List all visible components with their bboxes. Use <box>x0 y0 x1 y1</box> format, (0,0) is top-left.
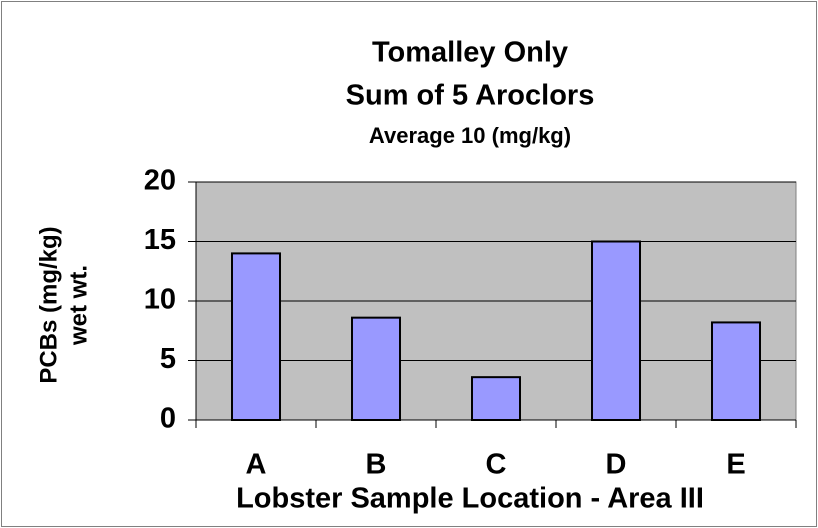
y-tick-label: 10 <box>144 284 176 316</box>
bar <box>711 321 761 422</box>
x-tick-label: B <box>366 449 387 481</box>
bar <box>351 316 401 421</box>
bar <box>471 376 521 422</box>
y-axis-label: wet wt. <box>65 265 92 346</box>
y-tick-label: 20 <box>144 165 176 197</box>
y-tick-label: 0 <box>160 403 176 435</box>
chart-title: Tomalley Only <box>372 37 568 69</box>
x-tick-label: A <box>246 449 267 481</box>
x-tick-label: C <box>486 449 507 481</box>
y-axis-label: PCBs (mg/kg) <box>35 226 62 383</box>
chart-subtitle: Average 10 (mg/kg) <box>369 123 571 148</box>
x-axis-label: Lobster Sample Location - Area III <box>236 483 704 515</box>
x-tick-label: D <box>606 449 627 481</box>
y-tick-label: 15 <box>144 224 176 256</box>
y-tick-label: 5 <box>160 343 176 375</box>
x-tick-label: E <box>726 449 745 481</box>
bar <box>231 252 281 421</box>
chart-title: Sum of 5 Aroclors <box>346 80 595 112</box>
bar <box>591 240 641 421</box>
